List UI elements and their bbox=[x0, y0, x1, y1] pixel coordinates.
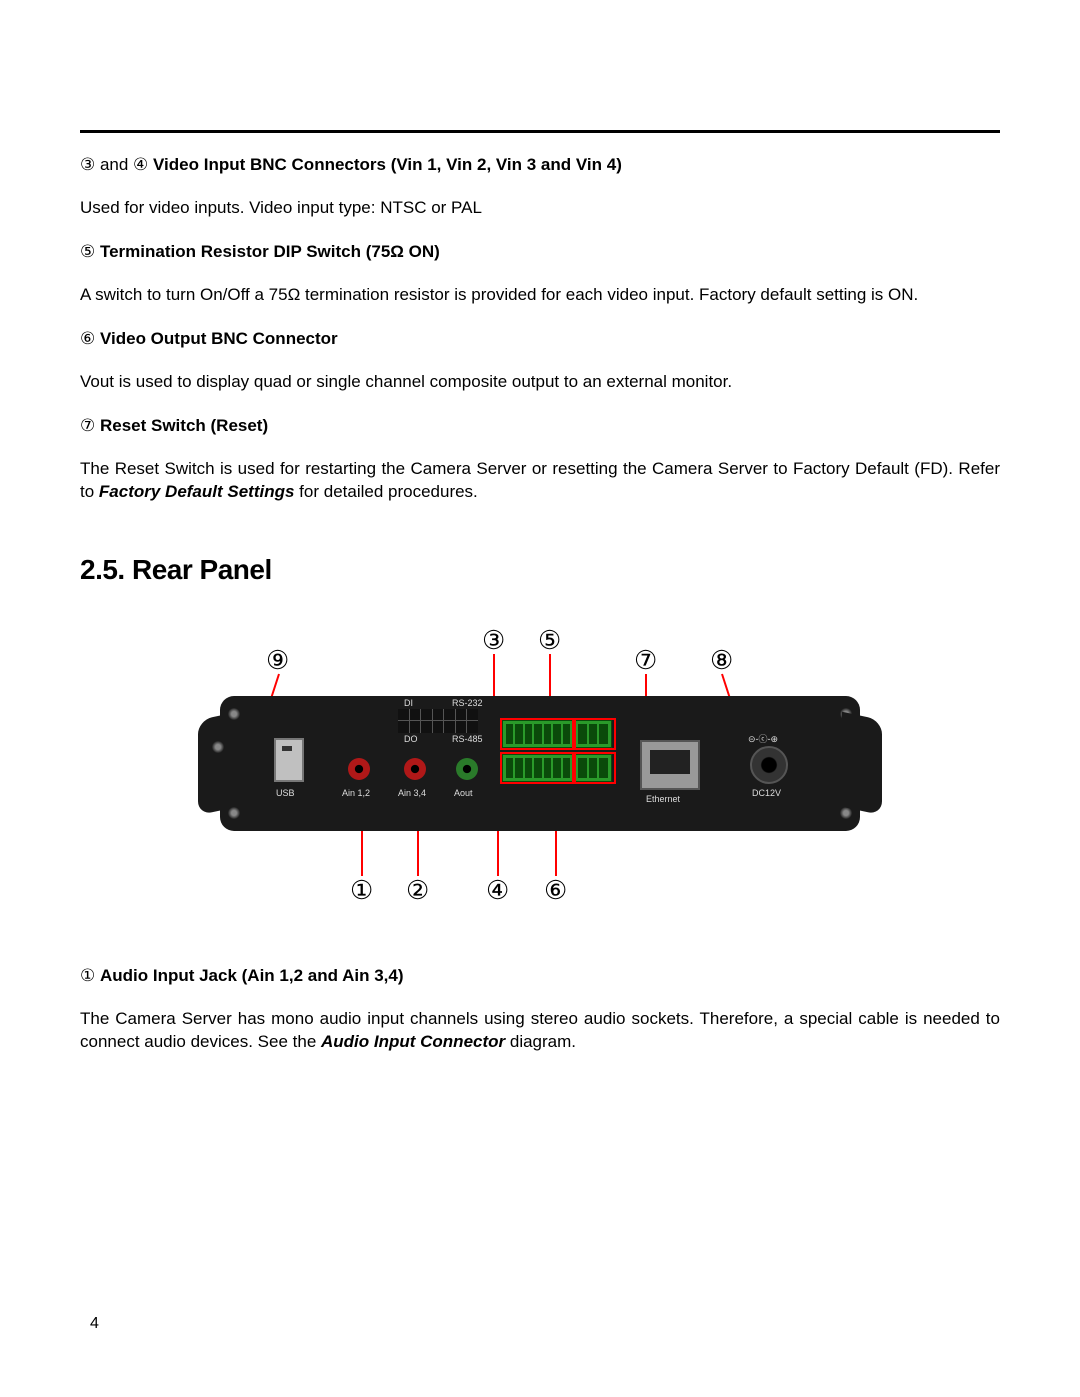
label-do: DO bbox=[404, 734, 418, 744]
item-6-heading: ⑥ Video Output BNC Connector bbox=[80, 329, 1000, 349]
highlight-box bbox=[572, 752, 616, 784]
item-1-body-c: diagram. bbox=[505, 1032, 576, 1051]
callout-5: ⑤ bbox=[538, 626, 561, 656]
screw-icon bbox=[228, 807, 240, 819]
device-body: USB DI RS-232 DO RS-485 Ain 1,2 Ain 3,4 … bbox=[220, 696, 860, 831]
section-title: 2.5. Rear Panel bbox=[80, 554, 1000, 586]
label-rs485: RS-485 bbox=[452, 734, 483, 744]
callout-3: ③ bbox=[482, 626, 505, 656]
page-number: 4 bbox=[90, 1315, 99, 1333]
highlight-box bbox=[500, 752, 576, 784]
callout-7: ⑦ bbox=[634, 646, 657, 676]
screw-icon bbox=[856, 741, 868, 753]
audio-jack-icon bbox=[348, 758, 370, 780]
label-dc: DC12V bbox=[752, 788, 781, 798]
item-1-heading: ① Audio Input Jack (Ain 1,2 and Ain 3,4) bbox=[80, 966, 1000, 986]
item-7-prefix: ⑦ bbox=[80, 416, 100, 435]
item-7-title: Reset Switch (Reset) bbox=[100, 416, 268, 435]
label-ethernet: Ethernet bbox=[646, 794, 680, 804]
audio-jack-icon bbox=[456, 758, 478, 780]
item-5-prefix: ⑤ bbox=[80, 242, 100, 261]
usb-port-icon bbox=[274, 738, 304, 782]
screw-icon bbox=[228, 708, 240, 720]
top-rule bbox=[80, 130, 1000, 133]
item-5-body: A switch to turn On/Off a 75Ω terminatio… bbox=[80, 284, 1000, 307]
highlight-box bbox=[572, 718, 616, 750]
screw-icon bbox=[840, 708, 852, 720]
item-7-body-b: Factory Default Settings bbox=[99, 482, 295, 501]
item-7-body: The Reset Switch is used for restarting … bbox=[80, 458, 1000, 504]
item-3-4-body: Used for video inputs. Video input type:… bbox=[80, 197, 1000, 220]
item-3-4-prefix: ③ and ④ bbox=[80, 155, 153, 174]
label-rs232: RS-232 bbox=[452, 698, 483, 708]
highlight-box bbox=[500, 718, 576, 750]
label-ain12: Ain 1,2 bbox=[342, 788, 370, 798]
dc-jack-icon bbox=[750, 746, 788, 784]
callout-4: ④ bbox=[486, 876, 509, 906]
rear-panel-diagram: ⑨ ③ ⑤ ⑦ ⑧ ① ② ④ ⑥ USB bbox=[180, 616, 900, 926]
callout-8: ⑧ bbox=[710, 646, 733, 676]
callout-2: ② bbox=[406, 876, 429, 906]
item-1-body-b: Audio Input Connector bbox=[321, 1032, 505, 1051]
callout-1: ① bbox=[350, 876, 373, 906]
item-5-heading: ⑤ Termination Resistor DIP Switch (75Ω O… bbox=[80, 242, 1000, 262]
screw-icon bbox=[212, 741, 224, 753]
label-ain34: Ain 3,4 bbox=[398, 788, 426, 798]
label-di: DI bbox=[404, 698, 413, 708]
item-5-title: Termination Resistor DIP Switch (75Ω ON) bbox=[100, 242, 440, 261]
audio-jack-icon bbox=[404, 758, 426, 780]
callout-9: ⑨ bbox=[266, 646, 289, 676]
screw-icon bbox=[840, 807, 852, 819]
item-1-title: Audio Input Jack (Ain 1,2 and Ain 3,4) bbox=[100, 966, 404, 985]
item-1-prefix: ① bbox=[80, 966, 100, 985]
item-7-heading: ⑦ Reset Switch (Reset) bbox=[80, 416, 1000, 436]
item-7-body-c: for detailed procedures. bbox=[294, 482, 477, 501]
item-3-4-heading: ③ and ④ Video Input BNC Connectors (Vin … bbox=[80, 155, 1000, 175]
label-aout: Aout bbox=[454, 788, 473, 798]
di-do-header-icon bbox=[398, 709, 478, 733]
label-usb: USB bbox=[276, 788, 295, 798]
item-6-title: Video Output BNC Connector bbox=[100, 329, 338, 348]
item-6-body: Vout is used to display quad or single c… bbox=[80, 371, 1000, 394]
item-1-body: The Camera Server has mono audio input c… bbox=[80, 1008, 1000, 1054]
ethernet-port-icon bbox=[640, 740, 700, 790]
item-3-4-title: Video Input BNC Connectors (Vin 1, Vin 2… bbox=[153, 155, 622, 174]
item-6-prefix: ⑥ bbox=[80, 329, 100, 348]
label-dc-sym: ⊝-ⓒ-⊕ bbox=[748, 732, 778, 745]
callout-6: ⑥ bbox=[544, 876, 567, 906]
